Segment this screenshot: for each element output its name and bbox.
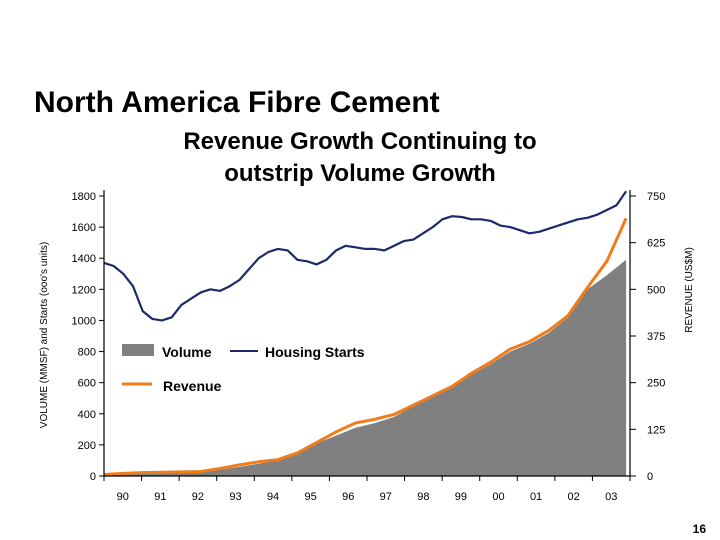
left-tick-label: 400 bbox=[78, 409, 96, 421]
legend-label-housing-starts: Housing Starts bbox=[265, 344, 365, 360]
x-tick-label: 99 bbox=[455, 491, 467, 503]
x-tick-label: 96 bbox=[342, 491, 354, 503]
x-tick-label: 92 bbox=[192, 491, 204, 503]
right-y-axis-title: REVENUE (US$M) bbox=[684, 247, 695, 333]
page-number: 16 bbox=[692, 522, 706, 536]
left-y-axis-ticks: 0 200 400 600 800 1000 1200 1400 1600 1800 bbox=[72, 191, 104, 483]
left-tick-label: 0 bbox=[90, 471, 96, 483]
left-tick-label: 1000 bbox=[72, 315, 96, 327]
right-tick-label: 375 bbox=[647, 331, 665, 343]
left-tick-label: 1600 bbox=[72, 222, 96, 234]
x-tick-label: 95 bbox=[305, 491, 317, 503]
x-axis-ticks: 90 91 92 93 94 95 96 97 98 99 00 01 02 03 bbox=[103, 476, 631, 503]
right-y-axis-ticks: 0 125 250 375 500 625 750 bbox=[630, 191, 665, 483]
x-tick-label: 91 bbox=[154, 491, 166, 503]
legend: Volume Housing Starts Revenue bbox=[122, 344, 365, 394]
x-tick-label: 97 bbox=[380, 491, 392, 503]
left-tick-label: 200 bbox=[78, 440, 96, 452]
slide-title: North America Fibre Cement bbox=[34, 86, 440, 119]
volume-area bbox=[104, 259, 627, 476]
x-tick-label: 90 bbox=[117, 491, 129, 503]
housing-starts-line bbox=[103, 190, 628, 322]
legend-label-revenue: Revenue bbox=[163, 378, 222, 394]
legend-swatch-volume bbox=[122, 344, 154, 356]
x-tick-label: 03 bbox=[605, 491, 617, 503]
x-tick-label: 94 bbox=[267, 491, 279, 503]
left-tick-label: 1400 bbox=[72, 253, 96, 265]
right-tick-label: 0 bbox=[647, 471, 653, 483]
legend-label-volume: Volume bbox=[162, 344, 212, 360]
x-tick-label: 01 bbox=[530, 491, 542, 503]
subtitle-line-2: outstrip Volume Growth bbox=[224, 160, 496, 187]
right-tick-label: 125 bbox=[647, 424, 665, 436]
x-tick-label: 02 bbox=[568, 491, 580, 503]
revenue-line bbox=[103, 217, 628, 476]
x-tick-label: 00 bbox=[492, 491, 504, 503]
x-tick-label: 98 bbox=[417, 491, 429, 503]
left-y-axis-title: VOLUME (MMSF) and Starts (ooo's units) bbox=[39, 242, 50, 428]
subtitle-line-1: Revenue Growth Continuing to bbox=[183, 128, 537, 155]
right-tick-label: 500 bbox=[647, 284, 665, 296]
left-tick-label: 1800 bbox=[72, 191, 96, 203]
left-tick-label: 600 bbox=[78, 378, 96, 390]
right-tick-label: 250 bbox=[647, 378, 665, 390]
left-tick-label: 800 bbox=[78, 347, 96, 359]
x-tick-label: 93 bbox=[229, 491, 241, 503]
right-tick-label: 750 bbox=[647, 191, 665, 203]
left-tick-label: 1200 bbox=[72, 284, 96, 296]
chart-subtitle: Revenue Growth Continuing to outstrip Vo… bbox=[145, 126, 575, 190]
right-tick-label: 625 bbox=[647, 238, 665, 250]
